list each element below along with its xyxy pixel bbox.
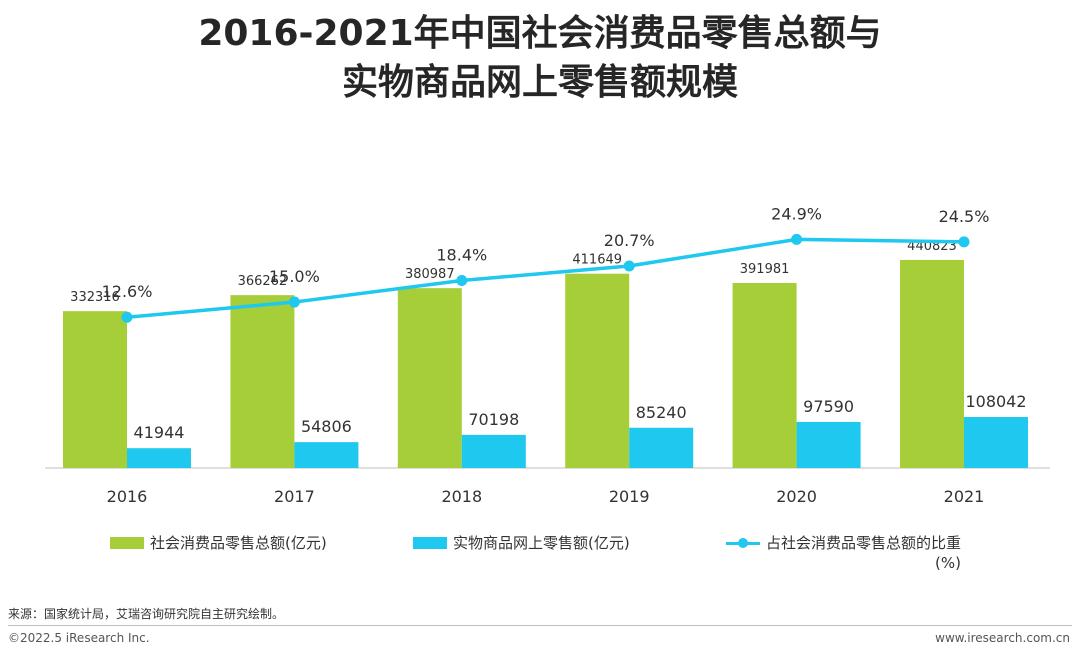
data-label-total-2016: 332316: [70, 290, 120, 305]
share-label-2017: 15.0%: [269, 267, 320, 286]
share-label-2019: 20.7%: [604, 231, 655, 250]
x-tick-label-2018: 2018: [441, 487, 482, 506]
data-label-online-2017: 54806: [301, 417, 352, 436]
share-line: [126, 237, 965, 319]
data-label-total-2018: 380987: [405, 267, 455, 282]
share-point-2018: [456, 275, 468, 287]
x-tick-label-2019: 2019: [609, 487, 650, 506]
data-label-online-2020: 97590: [803, 397, 854, 416]
bar-online-2016: [127, 448, 191, 468]
bar-online-2020: [796, 421, 861, 468]
data-label-online-2021: 108042: [965, 392, 1026, 411]
x-tick-label-2021: 2021: [944, 487, 985, 506]
data-label-online-2018: 70198: [468, 410, 519, 429]
share-point-2016: [121, 311, 133, 323]
bar-total-2017: [230, 295, 295, 468]
bar-total-2019: [565, 273, 630, 468]
bar-online-2019: [629, 427, 694, 468]
bar-online-2021: [964, 417, 1028, 468]
legend-swatch-share: [726, 533, 760, 553]
copyright: ©2022.5 iResearch Inc.: [8, 631, 150, 645]
legend-label-share-unit: (%): [935, 554, 962, 572]
legend-swatch-total: [110, 537, 144, 549]
legend-label-share-wrap: 占社会消费品零售总额的比重 (%): [766, 533, 961, 573]
footer-divider: [8, 625, 1072, 626]
share-point-2017: [288, 296, 300, 308]
data-label-total-2020: 391981: [740, 262, 790, 277]
legend-swatch-online: [413, 537, 447, 549]
bar-total-2018: [397, 288, 462, 468]
x-tick-label-2017: 2017: [274, 487, 315, 506]
website: www.iresearch.com.cn: [935, 631, 1070, 645]
legend-item-total: 社会消费品零售总额(亿元): [110, 533, 327, 553]
bar-total-2016: [63, 311, 127, 468]
data-label-online-2016: 41944: [134, 423, 185, 442]
share-label-2018: 18.4%: [436, 246, 487, 265]
share-label-2021: 24.5%: [939, 207, 990, 226]
legend-item-share: 占社会消费品零售总额的比重 (%): [726, 533, 961, 573]
share-label-2020: 24.9%: [771, 204, 822, 223]
legend-label-total: 社会消费品零售总额(亿元): [150, 534, 327, 552]
source-note: 来源：国家统计局，艾瑞咨询研究院自主研究绘制。: [8, 607, 285, 621]
share-label-2016: 12.6%: [102, 282, 153, 301]
bar-online-2017: [294, 442, 359, 468]
legend-label-share: 占社会消费品零售总额的比重: [766, 534, 962, 552]
share-point-2020: [791, 233, 803, 245]
bar-online-2018: [461, 434, 526, 468]
data-label-total-2017: 366262: [238, 274, 288, 289]
bar-total-2021: [900, 259, 964, 468]
combo-chart: 332316 41944 2016 366262 54806 2017 380987 7019…: [45, 204, 1050, 506]
x-tick-label-2016: 2016: [107, 487, 148, 506]
x-tick-label-2020: 2020: [776, 487, 817, 506]
share-point-2019: [623, 260, 635, 272]
data-label-online-2019: 85240: [636, 403, 687, 422]
bar-total-2020: [732, 282, 797, 468]
share-point-2021: [958, 236, 970, 248]
data-label-total-2019: 411649: [572, 253, 622, 268]
chart-title-line1: 2016-2021年中国社会消费品零售总额与: [198, 13, 882, 54]
legend-item-online: 实物商品网上零售额(亿元): [413, 533, 630, 553]
legend-label-online: 实物商品网上零售额(亿元): [453, 534, 630, 552]
chart-title-line2: 实物商品网上零售额规模: [341, 62, 738, 103]
